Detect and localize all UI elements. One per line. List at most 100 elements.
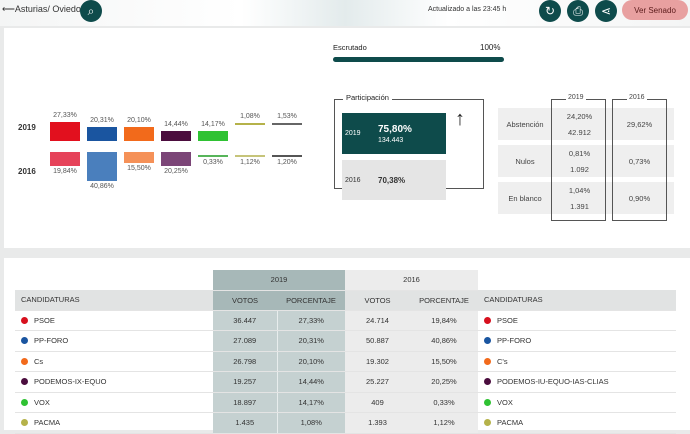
bar-2016 — [198, 155, 228, 157]
stats-pct-2019: 0,81% — [568, 148, 591, 158]
pct-2016: 15,50% — [410, 351, 478, 372]
stats-pct-2016: 0,90% — [628, 193, 651, 203]
party-dot-icon — [21, 357, 28, 365]
col-votos-2016: VOTOS — [345, 290, 410, 311]
party-dot-icon — [484, 357, 491, 365]
party-dot-icon — [484, 378, 491, 386]
bar-2019 — [50, 122, 80, 141]
location-label: Asturias/ Oviedo — [14, 4, 81, 14]
bar-label-2019: 20,10% — [127, 117, 151, 124]
votos-2016: 25.227 — [345, 371, 410, 393]
party-name-2016: PODEMOS-IU-EQUO-IAS-CLIAS — [497, 377, 609, 387]
party-name: Cs — [34, 356, 44, 366]
votos-2019: 1.435 — [213, 412, 277, 434]
stats-pct-2019: 24,20% — [566, 111, 593, 121]
votos-2016: 409 — [345, 392, 410, 413]
votos-2019: 19.257 — [213, 371, 277, 393]
participacion-2016: 2016 70,38% — [342, 160, 446, 200]
refresh-icon[interactable]: ↻ — [539, 0, 561, 22]
party-name-2016: PACMA — [497, 418, 524, 428]
party-dot-icon — [484, 419, 491, 427]
votos-2016: 19.302 — [345, 351, 410, 372]
escrutado-label: Escrutado — [333, 43, 367, 52]
table-row: VOX 18.897 14,17% 409 0,33% VOX — [15, 392, 676, 413]
party-dot-icon — [21, 316, 28, 324]
year: 2019 — [345, 130, 361, 137]
votos-2016: 50.887 — [345, 330, 410, 352]
participacion-title: Participación — [343, 93, 392, 102]
stats-label: Nulos — [515, 156, 535, 166]
bar-2019 — [124, 127, 154, 141]
bar-2019 — [235, 123, 265, 125]
party-dot-icon — [21, 398, 28, 406]
party-dot-icon — [21, 378, 28, 386]
party-name: PACMA — [34, 418, 61, 428]
bar-label-2016: 0,33% — [203, 159, 223, 166]
stats-pct-2016: 0,73% — [628, 156, 651, 166]
pct-2016: 0,33% — [410, 392, 478, 413]
party-name-2016: PSOE — [497, 315, 518, 325]
bar-label-2016: 1,20% — [277, 159, 297, 166]
bar-2016 — [235, 155, 265, 157]
col-candidaturas-2016: CANDIDATURAS — [478, 290, 676, 311]
col-candidaturas: CANDIDATURAS — [15, 290, 213, 311]
map-search-icon[interactable]: ⌕ — [80, 0, 102, 22]
escrutado-value: 100% — [480, 43, 501, 52]
bar-label-2019: 1,53% — [277, 113, 297, 120]
bar-label-2016: 15,50% — [127, 165, 151, 172]
bar-label-2019: 1,08% — [240, 113, 260, 120]
pct-2019: 14,44% — [276, 371, 345, 393]
stats-votes-2019: 42.912 — [568, 127, 591, 137]
bar-2019 — [87, 127, 117, 141]
updated-time: Actualizado a las 23:45 h — [428, 6, 507, 13]
votos-2019: 36.447 — [213, 310, 277, 331]
stats-2016-header: 2016 — [627, 94, 647, 101]
col-pct-2019: PORCENTAJE — [277, 290, 345, 311]
pct-2019: 20,31% — [276, 330, 345, 352]
back-link[interactable]: ⟵Asturias/ Oviedo — [2, 4, 81, 15]
col-2019-box — [551, 99, 606, 221]
year-2016-header: 2016 — [345, 270, 478, 291]
votos-2019: 18.897 — [213, 392, 277, 413]
bar-label-2019: 20,31% — [90, 117, 114, 124]
year-2019-label: 2019 — [18, 123, 36, 132]
bar-label-2019: 14,17% — [201, 121, 225, 128]
table-row: Cs 26.798 20,10% 19.302 15,50% C's — [15, 351, 676, 372]
table-row: PODEMOS-IX-EQUO 19.257 14,44% 25.227 20,… — [15, 371, 676, 393]
party-dot-icon — [484, 316, 491, 324]
bar-2019 — [161, 131, 191, 141]
bar-2019 — [198, 131, 228, 141]
bar-label-2016: 40,86% — [90, 183, 114, 190]
participacion-2019: 2019 75,80% 134.443 — [342, 113, 446, 154]
bar-2016 — [124, 152, 154, 163]
votos-2019: 26.798 — [213, 351, 277, 372]
party-dot-icon — [484, 337, 491, 345]
pct-2019: 14,17% — [276, 392, 345, 413]
share-icon[interactable]: ⋖ — [595, 0, 617, 22]
pct-2019: 20,10% — [276, 351, 345, 372]
party-name-2016: C's — [497, 356, 508, 366]
stats-2019-header: 2019 — [566, 94, 586, 101]
bar-2016 — [161, 152, 191, 166]
party-name: PSOE — [34, 315, 55, 325]
bar-2016 — [272, 155, 302, 157]
year: 2016 — [345, 176, 361, 184]
stats-label: En blanco — [508, 193, 542, 203]
results-table: 2019 2016 CANDIDATURAS VOTOS PORCENTAJE VOTO… — [15, 270, 676, 434]
pct: 75,80% — [378, 123, 412, 135]
escrutado-progress — [333, 57, 504, 62]
stats-votes-2019: 1.391 — [570, 201, 589, 211]
pct-2019: 27,33% — [276, 310, 345, 331]
bar-label-2019: 14,44% — [164, 121, 188, 128]
ver-senado-button[interactable]: Ver Senado — [622, 0, 688, 20]
stats-row — [498, 145, 674, 177]
arrow-left-icon: ⟵ — [2, 4, 15, 14]
pct: 70,38% — [378, 175, 406, 185]
party-name-2016: PP-FORO — [497, 336, 532, 346]
votes: 134.443 — [378, 136, 404, 144]
print-icon[interactable]: ⎙ — [567, 0, 589, 22]
col-votos-2019: VOTOS — [213, 290, 277, 311]
year-2019-header: 2019 — [213, 270, 345, 291]
table-row: PSOE 36.447 27,33% 24.714 19,84% PSOE — [15, 310, 676, 331]
year-2016-label: 2016 — [18, 167, 36, 176]
